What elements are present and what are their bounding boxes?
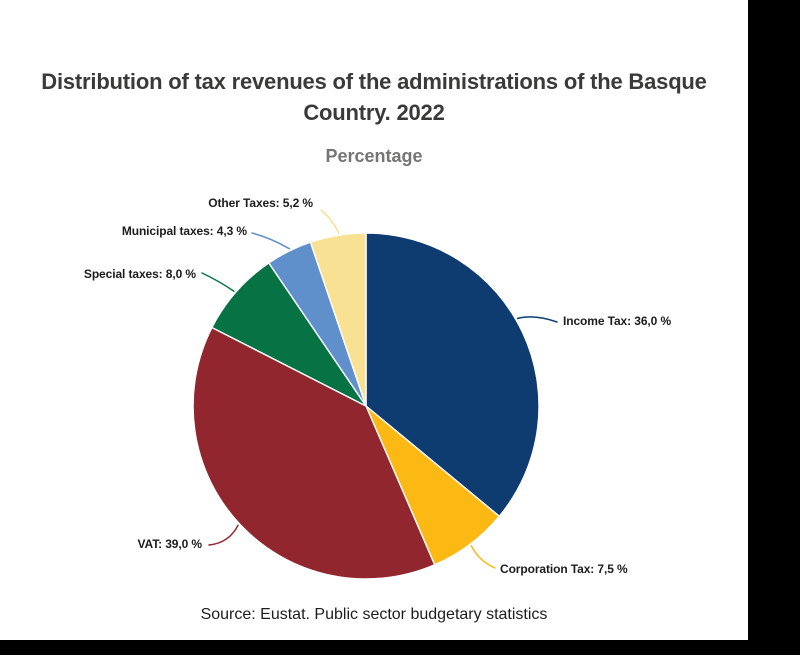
letterbox-bottom-bar xyxy=(0,640,800,655)
leader-line-income-tax xyxy=(516,316,558,323)
chart-subtitle: Percentage xyxy=(325,146,423,166)
leader-line-vat xyxy=(208,524,239,546)
pie-slice-income-tax xyxy=(365,232,540,518)
leader-line-corporation-tax xyxy=(470,545,496,569)
chart-title: Distribution of tax revenues of the admi… xyxy=(0,66,748,128)
pie-slice-vat xyxy=(192,326,436,580)
slice-label-municipal-taxes: Municipal taxes: 4,3 % xyxy=(121,224,247,238)
pie-slice-other-taxes xyxy=(309,232,367,407)
leader-line-other-taxes xyxy=(320,209,340,234)
slice-label-vat: VAT: 39,0 % xyxy=(137,537,203,551)
slice-label-corporation-tax: Corporation Tax: 7,5 % xyxy=(500,562,628,576)
leader-line-municipal-taxes xyxy=(251,232,291,250)
slice-label-special-taxes: Special taxes: 8,0 % xyxy=(83,267,196,281)
slice-label-income-tax: Income Tax: 36,0 % xyxy=(563,314,672,328)
letterbox-right-bar xyxy=(748,0,800,655)
leader-line-special-taxes xyxy=(201,272,235,292)
slice-label-other-taxes: Other Taxes: 5,2 % xyxy=(208,196,313,210)
chart-title-text: Distribution of tax revenues of the admi… xyxy=(41,69,707,125)
source-caption: Source: Eustat. Public sector budgetary … xyxy=(200,606,548,623)
